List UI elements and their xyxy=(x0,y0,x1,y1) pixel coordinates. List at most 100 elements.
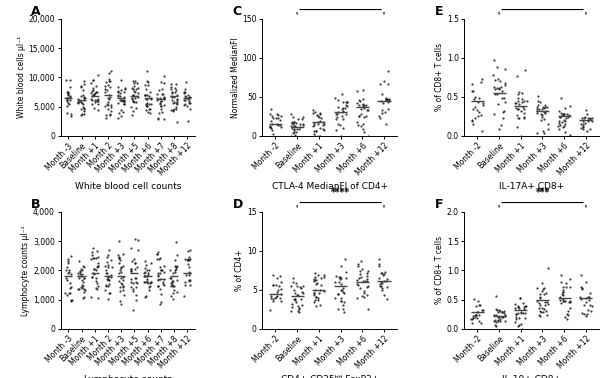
Point xyxy=(77,271,87,277)
Point xyxy=(311,303,321,309)
Point xyxy=(560,123,569,129)
Point xyxy=(474,311,484,318)
Point xyxy=(156,267,166,273)
Point xyxy=(376,279,386,285)
X-axis label: IL-17A+ CD8+: IL-17A+ CD8+ xyxy=(499,182,564,191)
Point xyxy=(67,253,76,259)
Point xyxy=(87,80,96,86)
Point xyxy=(131,99,141,105)
Point xyxy=(62,97,71,103)
Point xyxy=(172,101,182,107)
Point xyxy=(519,115,529,121)
Point xyxy=(114,278,124,284)
Point xyxy=(62,292,72,298)
Point xyxy=(100,90,110,96)
Point xyxy=(62,264,72,270)
Point xyxy=(116,264,126,270)
Point xyxy=(160,276,169,282)
Point xyxy=(563,312,573,318)
Point xyxy=(310,133,320,139)
Point xyxy=(581,313,591,319)
Point xyxy=(152,97,162,103)
Point xyxy=(141,96,151,102)
Point xyxy=(127,85,137,91)
Point xyxy=(311,128,321,134)
Point xyxy=(62,267,71,273)
Point xyxy=(172,277,182,283)
Point xyxy=(519,110,529,116)
Point xyxy=(166,93,175,99)
Point xyxy=(131,266,140,272)
Point xyxy=(557,291,567,297)
Point xyxy=(113,92,122,98)
Point xyxy=(116,269,126,275)
Point xyxy=(65,285,75,291)
Point xyxy=(500,82,510,88)
Point xyxy=(116,90,125,96)
Point xyxy=(476,302,485,308)
Point xyxy=(65,290,74,296)
Point xyxy=(126,266,136,273)
Point xyxy=(478,307,488,313)
Point xyxy=(287,125,296,131)
Point xyxy=(119,277,128,283)
Point xyxy=(543,126,552,132)
Point xyxy=(88,93,97,99)
Point xyxy=(560,130,569,136)
Point xyxy=(270,295,280,301)
Point xyxy=(535,313,545,319)
Point xyxy=(287,122,296,129)
Point xyxy=(93,295,103,301)
Point xyxy=(312,276,321,282)
Point xyxy=(535,99,545,105)
Point xyxy=(313,121,323,127)
Point xyxy=(564,132,574,138)
Point xyxy=(63,92,73,98)
Point xyxy=(87,274,96,280)
Point xyxy=(126,104,136,110)
Point xyxy=(490,86,500,92)
Point xyxy=(159,263,168,269)
Point xyxy=(74,98,84,104)
Point xyxy=(146,279,155,285)
Point xyxy=(63,256,73,262)
Point xyxy=(104,277,114,283)
Point xyxy=(93,264,102,270)
Point xyxy=(185,100,194,106)
Point xyxy=(554,118,564,124)
Point xyxy=(132,93,142,99)
Point xyxy=(310,270,320,276)
Point xyxy=(362,292,372,298)
Point xyxy=(516,321,526,327)
Point xyxy=(268,282,278,288)
Point xyxy=(155,95,165,101)
Point xyxy=(289,279,298,285)
Point xyxy=(535,308,545,314)
Point xyxy=(77,282,87,288)
Point xyxy=(516,108,526,114)
Point xyxy=(275,294,284,301)
Point xyxy=(477,76,486,82)
Point xyxy=(185,272,194,278)
Point xyxy=(353,88,362,94)
Point xyxy=(67,297,76,304)
Point xyxy=(500,108,509,114)
Point xyxy=(468,320,477,326)
Point xyxy=(140,294,149,300)
Point xyxy=(309,122,318,129)
Point xyxy=(355,285,364,291)
Point xyxy=(495,316,505,322)
Point xyxy=(100,287,110,293)
Point xyxy=(477,307,487,313)
Point xyxy=(474,95,484,101)
Point xyxy=(93,98,102,104)
Point xyxy=(180,98,189,104)
Point xyxy=(94,283,103,289)
Point xyxy=(583,311,592,317)
Point xyxy=(103,273,113,279)
Point xyxy=(584,117,594,123)
Point xyxy=(142,103,152,109)
Point xyxy=(468,121,478,127)
Text: ****: **** xyxy=(331,0,350,4)
Point xyxy=(541,290,551,296)
